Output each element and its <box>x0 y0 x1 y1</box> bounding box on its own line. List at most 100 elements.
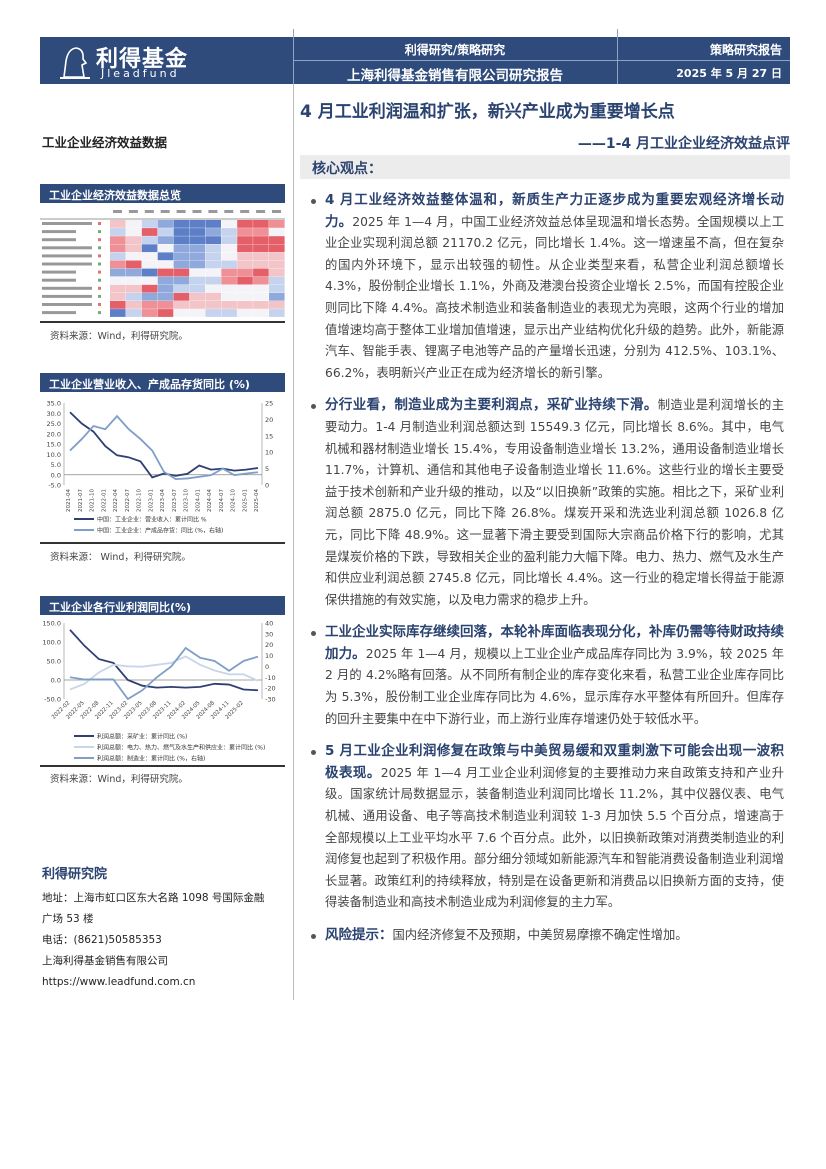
heatmap-cell <box>110 244 126 253</box>
x-tick-label: 2023-04 <box>160 489 166 512</box>
heatmap-cell <box>237 268 253 277</box>
y-tick-label: 25.0 <box>47 420 61 428</box>
heatmap-cell <box>237 292 253 301</box>
legend-label: 中国：工业企业：营业收入：累计同比 % <box>97 516 207 524</box>
heatmap-cell <box>125 276 142 285</box>
institute-name: 利得研究院 <box>42 867 108 882</box>
heatmap-cell <box>205 236 221 244</box>
heatmap-cell <box>221 236 237 244</box>
x-tick-label: 2023-07 <box>172 489 178 512</box>
heatmap-cell <box>173 301 190 309</box>
bullet-list: 4 月工业经济效益整体温和，新质生产力正逐步成为重要宏观经济增长动力。2025 … <box>308 190 784 947</box>
heatmap-cell <box>157 268 174 277</box>
heatmap-cell <box>253 276 269 285</box>
legend-label: 利润总额：制造业：累计同比 (%，右轴) <box>97 755 205 763</box>
heatmap-cell <box>237 276 253 285</box>
heatmap-cell <box>110 236 126 244</box>
y2-tick-label: -10 <box>265 674 276 682</box>
heatmap-row-label <box>42 246 92 250</box>
y2-tick-label: 20 <box>265 641 273 649</box>
panel2-title: 工业企业营业收入、产成品存货同比 (%) <box>40 373 285 392</box>
heatmap-cell <box>237 260 253 269</box>
heatmap-cell <box>173 276 190 285</box>
heatmap-cell <box>141 228 158 236</box>
heatmap-cell <box>189 268 206 277</box>
heatmap-cell <box>237 228 253 236</box>
heatmap-cell <box>141 276 158 285</box>
page-subtitle: ——1-4 月工业企业经济效益点评 <box>577 136 790 152</box>
left-heading: 工业企业经济效益数据 <box>42 135 168 150</box>
heatmap-cell <box>173 228 190 236</box>
heatmap-cell <box>173 244 190 253</box>
bullet-text: 国内经济修复不及预期，中美贸易摩擦不确定性增加。 <box>392 928 688 942</box>
y-tick-label: 50.0 <box>47 658 61 666</box>
series-line <box>69 629 259 692</box>
heatmap-cell <box>205 260 221 269</box>
series-line <box>69 655 259 691</box>
heatmap-cell <box>189 236 206 244</box>
heatmap-cell <box>205 268 221 277</box>
heatmap-header-cell <box>224 210 234 213</box>
heatmap-direction-mark <box>98 278 101 282</box>
heatmap-cell <box>157 252 174 261</box>
divider <box>40 321 285 323</box>
heatmap-cell <box>125 244 142 253</box>
y2-tick-label: 20 <box>265 416 273 424</box>
core-view-label: 核心观点： <box>300 155 790 179</box>
heatmap-direction-mark <box>98 246 101 250</box>
bullet-text: 2025 年 1—4 月工业企业利润修复的主要推动力来自政策支持和产业升级。国家… <box>325 765 785 910</box>
heatmap-direction-mark <box>98 262 101 266</box>
bullet-heading: 5 月工业企业利润修复在政策与中美贸易缓和双重刺激下可能会出现一波积极表现。 <box>325 743 784 781</box>
heatmap-cell <box>157 309 174 317</box>
heatmap-cell <box>205 228 221 236</box>
bullet-text: 2025 年 1—4 月，规模以上工业企业产成品库存同比为 3.9%，较 202… <box>325 646 784 726</box>
heatmap-cell <box>269 236 285 244</box>
heatmap-cell <box>110 228 126 236</box>
heatmap-cell <box>269 244 285 253</box>
phone: 电话：(8621)50585353 <box>42 934 162 946</box>
report-header: 利得基金 Jleadfund 利得研究/策略研究 上海利得基金销售有限公司研究报… <box>40 29 790 84</box>
heatmap-cell <box>189 244 206 253</box>
heatmap-cell <box>237 301 253 309</box>
heatmap-cell <box>253 228 269 236</box>
y-tick-label: 0.0 <box>51 677 61 685</box>
page-title: 4 月工业利润温和扩张，新兴产业成为重要增长点 <box>300 102 675 122</box>
heatmap-cell <box>237 284 253 293</box>
heatmap-cell <box>157 236 174 244</box>
heatmap-cell <box>253 268 269 277</box>
series-line <box>69 646 259 701</box>
heatmap-cell <box>253 284 269 293</box>
heatmap-cell <box>221 309 237 317</box>
heatmap-direction-mark <box>98 230 101 234</box>
y-tick-label: 30.0 <box>47 410 61 418</box>
heatmap-cell <box>189 252 206 261</box>
heatmap-header-cell <box>240 210 250 213</box>
heatmap-cell <box>110 260 126 269</box>
x-tick-label: 2021-07 <box>78 489 84 512</box>
heatmap-header-cell <box>192 210 202 213</box>
y2-tick-label: 25 <box>265 400 273 408</box>
heatmap-row-label <box>42 303 92 306</box>
y2-tick-label: 10 <box>265 652 273 660</box>
heatmap-direction-mark <box>98 294 101 298</box>
heatmap-cell <box>237 309 253 317</box>
heatmap-cell <box>269 284 285 293</box>
y-tick-label: 10.0 <box>47 451 61 459</box>
heatmap-cell <box>157 260 174 269</box>
heatmap-cell <box>205 292 221 301</box>
lion-logo-icon <box>60 47 90 79</box>
legend-label: 利润总额：采矿业：累计同比 (%) <box>97 733 187 741</box>
revenue-inventory-chart: 35.0 30.0 25.0 20.0 15.0 10.0 5.0 0.0 -5.0 25 20 15… <box>47 400 274 535</box>
heatmap-cell <box>221 244 237 253</box>
bullet-heading: 工业企业实际库存继续回落，本轮补库面临表现分化，补库仍需等待财政持续加力。 <box>325 624 784 662</box>
heatmap-cell <box>125 268 142 277</box>
heatmap-direction-mark <box>98 311 101 315</box>
heatmap-cell <box>269 292 285 301</box>
logo-text: 利得基金 <box>96 46 189 72</box>
heatmap-cell <box>141 284 158 293</box>
heatmap-cell <box>125 228 142 236</box>
website-link[interactable]: https://www.leadfund.com.cn <box>42 976 196 988</box>
y-tick-label: 100.0 <box>42 639 61 647</box>
bullet-heading: 分行业看，制造业成为主要利润点，采矿业持续下滑。 <box>325 397 658 414</box>
legend-label: 利润总额：电力、热力、燃气及水生产和供应业：累计同比 (%) <box>97 744 265 752</box>
